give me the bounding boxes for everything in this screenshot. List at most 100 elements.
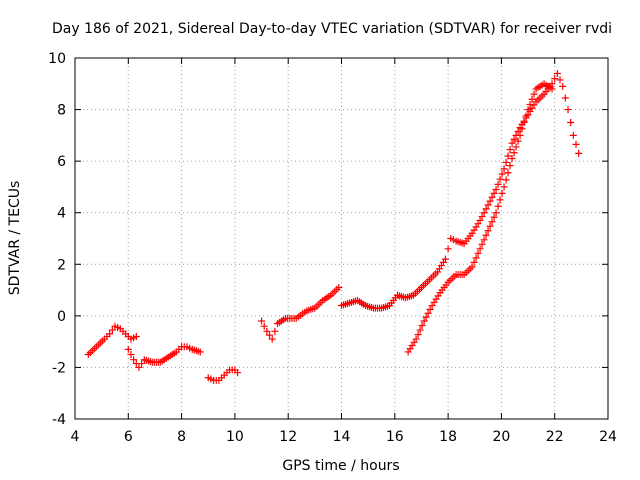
series-segment-4 — [258, 283, 343, 343]
data-point — [514, 127, 522, 135]
data-point — [486, 197, 494, 205]
data-point — [514, 137, 522, 145]
data-point — [472, 254, 480, 262]
y-tick-label: 0 — [57, 309, 66, 325]
data-point — [480, 209, 488, 217]
data-point — [524, 106, 532, 114]
data-point — [418, 322, 426, 330]
data-point — [502, 176, 510, 184]
data-point — [127, 351, 135, 359]
data-point — [512, 143, 520, 151]
data-point — [138, 360, 146, 368]
data-point — [490, 189, 498, 197]
data-point — [492, 186, 500, 194]
data-point — [132, 332, 140, 340]
x-tick-labels: 4 6 8 10 12 14 16 18 20 22 24 — [71, 429, 617, 445]
data-point — [569, 131, 577, 139]
data-point — [572, 140, 580, 148]
data-point — [258, 317, 266, 325]
data-point — [106, 330, 114, 338]
x-tick-label: 6 — [124, 429, 133, 445]
data-point — [196, 348, 204, 356]
grid-lines — [75, 58, 608, 419]
data-point — [561, 94, 569, 102]
data-point — [130, 356, 138, 364]
y-tick-label: 6 — [57, 154, 66, 170]
data-point — [564, 106, 572, 114]
x-tick-label: 22 — [546, 429, 564, 445]
y-tick-labels: -4 -2 0 2 4 6 8 10 — [48, 51, 66, 428]
data-point — [482, 231, 490, 239]
y-axis-label: SDTVAR / TECUs — [7, 181, 23, 296]
x-tick-label: 14 — [333, 429, 351, 445]
data-point — [478, 213, 486, 221]
chart-title: Day 186 of 2021, Sidereal Day-to-day VTE… — [52, 21, 612, 37]
series-segment-1 — [84, 322, 140, 359]
data-points — [84, 69, 583, 384]
data-point — [559, 82, 567, 90]
x-tick-label: 12 — [279, 429, 297, 445]
data-point — [271, 327, 279, 335]
data-point — [556, 76, 564, 84]
data-point — [480, 236, 488, 244]
data-point — [268, 335, 276, 343]
data-point — [441, 255, 449, 263]
data-point — [518, 125, 526, 133]
data-point — [476, 245, 484, 253]
data-point — [548, 85, 556, 93]
data-point — [486, 222, 494, 230]
data-point — [528, 95, 536, 103]
x-tick-label: 20 — [492, 429, 510, 445]
x-axis-label: GPS time / hours — [282, 458, 399, 474]
y-tick-label: -2 — [52, 360, 66, 376]
y-tick-label: 2 — [57, 257, 66, 273]
data-point — [468, 263, 476, 271]
x-tick-label: 10 — [226, 429, 244, 445]
data-point — [476, 216, 484, 224]
data-point — [422, 313, 430, 321]
data-point — [488, 193, 496, 201]
series-segment-3 — [204, 366, 242, 384]
data-point — [567, 118, 575, 126]
data-point — [260, 322, 268, 330]
data-point — [444, 245, 452, 253]
data-point — [530, 90, 538, 98]
y-tick-label: 4 — [57, 206, 66, 222]
data-point — [553, 69, 561, 77]
data-point — [470, 258, 478, 266]
data-point — [504, 152, 512, 160]
y-tick-label: 10 — [48, 51, 66, 67]
data-point — [498, 189, 506, 197]
data-point — [575, 149, 583, 157]
y-tick-label: -4 — [52, 412, 66, 428]
data-point — [135, 363, 143, 371]
data-point — [510, 149, 518, 157]
data-point — [500, 165, 508, 173]
data-point — [526, 100, 534, 108]
data-point — [510, 135, 518, 143]
data-point — [508, 155, 516, 163]
data-point — [412, 335, 420, 343]
x-tick-label: 18 — [439, 429, 457, 445]
data-point — [474, 249, 482, 257]
data-point — [414, 331, 422, 339]
data-point — [500, 183, 508, 191]
data-point — [484, 201, 492, 209]
data-point — [494, 180, 502, 188]
data-point — [482, 205, 490, 213]
data-point — [263, 327, 271, 335]
data-point — [124, 345, 132, 353]
plot-frame — [74, 57, 609, 420]
data-point — [496, 175, 504, 183]
data-point — [424, 309, 432, 317]
data-point — [520, 118, 528, 126]
data-point — [506, 162, 514, 170]
data-point — [234, 369, 242, 377]
data-point — [490, 213, 498, 221]
data-point — [108, 326, 116, 334]
data-point — [488, 218, 496, 226]
data-point — [551, 75, 559, 83]
data-point — [494, 202, 502, 210]
x-tick-label: 24 — [599, 429, 617, 445]
